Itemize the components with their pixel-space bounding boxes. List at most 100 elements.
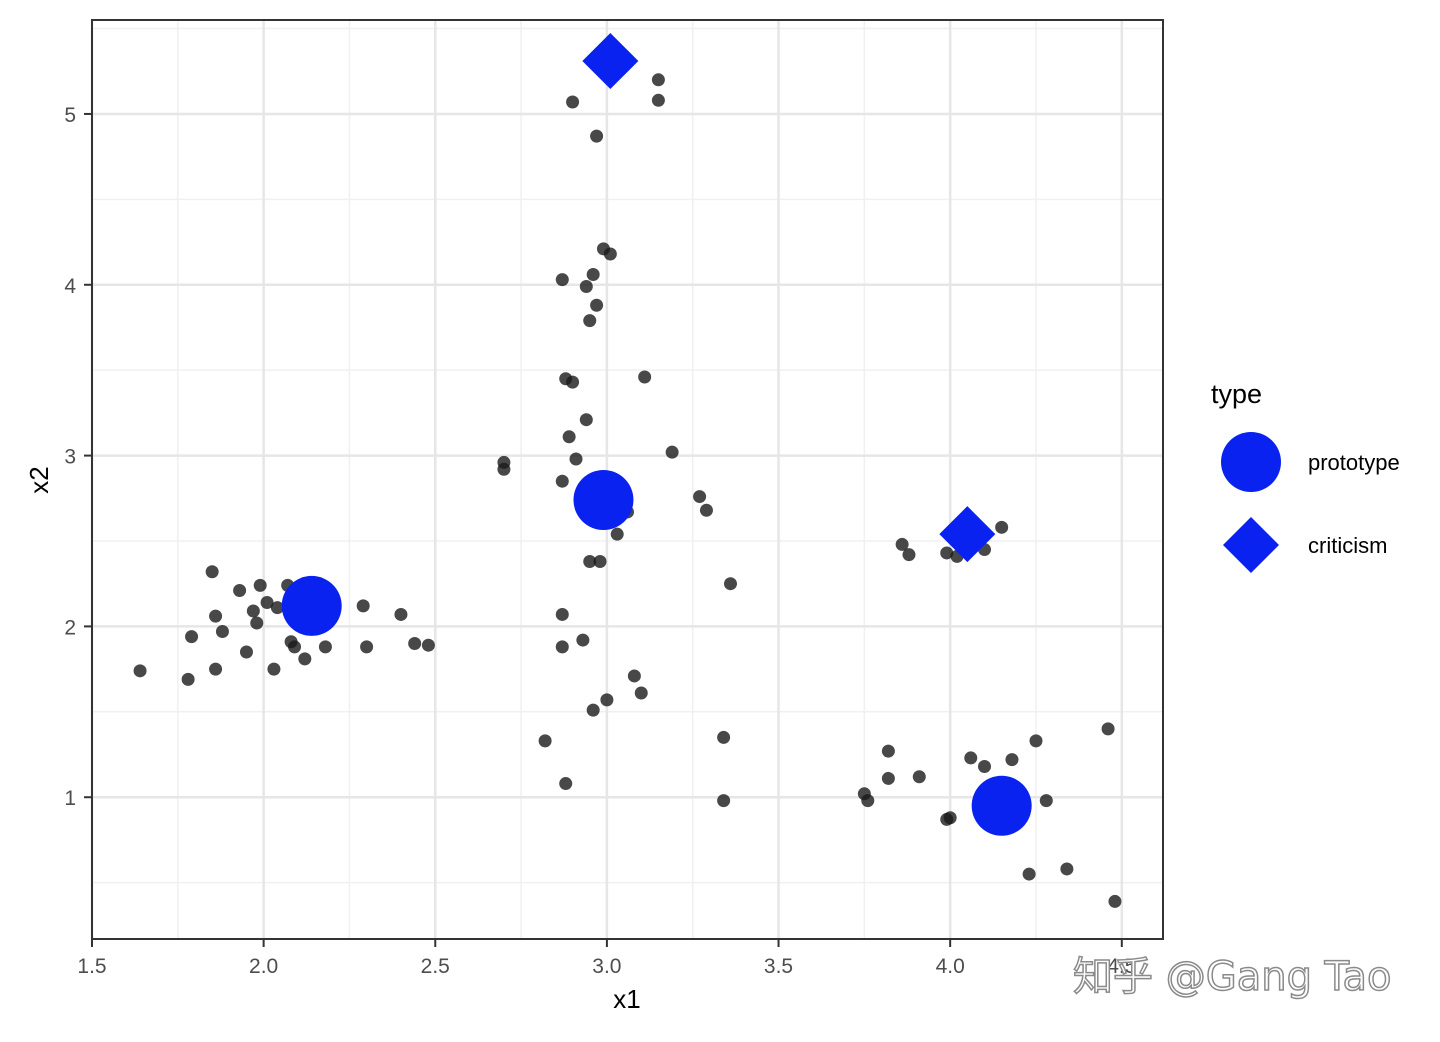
y-tick-label: 5 xyxy=(64,104,76,127)
data-point xyxy=(246,604,260,618)
data-point xyxy=(1060,862,1074,876)
x-tick-label: 2.5 xyxy=(421,955,450,978)
data-point xyxy=(253,578,267,592)
data-point xyxy=(651,93,665,107)
minor-gridlines xyxy=(92,20,1163,939)
data-point xyxy=(603,247,617,261)
y-tick-label: 2 xyxy=(64,616,76,639)
data-point xyxy=(579,279,593,293)
data-point xyxy=(209,609,223,623)
data-point xyxy=(895,537,909,551)
data-point xyxy=(881,771,895,785)
data-point xyxy=(902,548,916,562)
highlight-markers xyxy=(281,32,1032,836)
legend-key-prototype xyxy=(1221,432,1281,492)
data-point xyxy=(1005,753,1019,767)
data-point xyxy=(408,636,422,650)
data-point xyxy=(912,770,926,784)
data-point xyxy=(566,95,580,109)
data-point xyxy=(566,375,580,389)
data-point xyxy=(723,577,737,591)
legend-key-criticism xyxy=(1223,517,1279,573)
data-point xyxy=(562,430,576,444)
x-tick-label: 3.5 xyxy=(764,955,793,978)
data-point xyxy=(586,268,600,282)
criticism-marker xyxy=(939,506,996,563)
data-point xyxy=(288,640,302,654)
data-point xyxy=(555,474,569,488)
data-point xyxy=(569,452,583,466)
data-point xyxy=(497,462,511,476)
x-axis: 1.5 2.0 2.5 3.0 3.5 4.0 4.5 xyxy=(77,939,1136,978)
prototype-marker xyxy=(573,469,634,530)
data-points xyxy=(133,73,1122,908)
data-point xyxy=(421,638,435,652)
prototype-marker xyxy=(971,775,1032,836)
data-point xyxy=(260,595,274,609)
data-point xyxy=(881,744,895,758)
data-point xyxy=(360,640,374,654)
data-point xyxy=(665,445,679,459)
x-tick-label: 2.0 xyxy=(249,955,278,978)
data-point xyxy=(576,633,590,647)
data-point xyxy=(610,527,624,541)
data-point xyxy=(239,645,253,659)
data-point xyxy=(1039,794,1053,808)
x-tick-label: 4.0 xyxy=(936,955,965,978)
data-point xyxy=(590,129,604,143)
legend-title: type xyxy=(1211,379,1262,409)
criticism-marker xyxy=(582,32,639,89)
y-axis-title: x2 xyxy=(24,466,54,493)
data-point xyxy=(590,298,604,312)
data-point xyxy=(356,599,370,613)
data-point xyxy=(185,630,199,644)
y-tick-label: 4 xyxy=(64,275,76,298)
data-point xyxy=(555,273,569,287)
data-point xyxy=(318,640,332,654)
data-point xyxy=(943,811,957,825)
data-point xyxy=(978,759,991,773)
data-point xyxy=(583,314,597,328)
data-point xyxy=(209,662,223,676)
x-tick-label: 1.5 xyxy=(77,955,106,978)
data-point xyxy=(634,686,648,700)
prototype-marker xyxy=(281,575,342,636)
data-point xyxy=(1101,722,1115,736)
data-point xyxy=(995,520,1009,534)
data-point xyxy=(940,546,954,560)
data-point xyxy=(538,734,552,748)
y-axis: 1 2 3 4 5 xyxy=(64,104,92,810)
data-point xyxy=(181,672,195,686)
data-point xyxy=(215,625,229,639)
data-point xyxy=(205,565,219,579)
y-tick-label: 3 xyxy=(64,446,76,469)
data-point xyxy=(267,662,281,676)
data-point xyxy=(250,616,264,630)
data-point xyxy=(1022,867,1036,881)
data-point xyxy=(298,652,312,666)
data-point xyxy=(559,777,573,791)
watermark: 知乎 @Gang Tao xyxy=(1073,954,1391,1000)
data-point xyxy=(699,503,713,517)
data-point xyxy=(717,794,731,808)
legend-label-criticism: criticism xyxy=(1308,533,1387,558)
data-point xyxy=(600,693,614,707)
data-point xyxy=(964,751,978,765)
data-point xyxy=(555,640,569,654)
data-point xyxy=(583,554,597,568)
data-point xyxy=(651,73,665,87)
data-point xyxy=(555,607,569,621)
data-point xyxy=(593,554,607,568)
data-point xyxy=(579,413,593,427)
data-point xyxy=(233,584,247,598)
data-point xyxy=(861,794,875,808)
legend-label-prototype: prototype xyxy=(1308,450,1400,475)
data-point xyxy=(1108,894,1122,908)
x-tick-label: 4.5 xyxy=(1107,955,1136,978)
legend: type prototype criticism xyxy=(1211,379,1400,573)
data-point xyxy=(693,490,707,504)
data-point xyxy=(717,730,731,744)
x-tick-label: 3.0 xyxy=(592,955,621,978)
plot-border xyxy=(91,19,1164,940)
